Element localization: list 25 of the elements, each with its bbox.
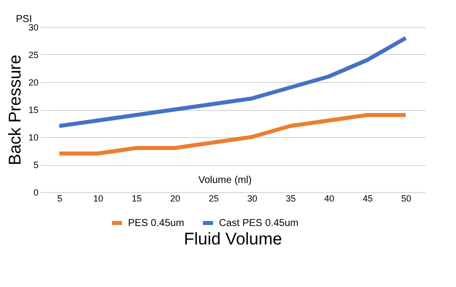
x-tick-label: 50 xyxy=(401,194,412,204)
text: PSI xyxy=(16,14,32,25)
x-axis-title: Fluid Volume xyxy=(184,230,282,248)
x-tick-label: 40 xyxy=(324,194,334,204)
x-tick-label: 35 xyxy=(286,194,296,204)
y-axis-title: Back Pressure xyxy=(5,54,24,166)
y-tick-label: 25 xyxy=(28,50,38,60)
x-tick-label: 15 xyxy=(132,194,142,204)
line-series xyxy=(57,36,408,128)
legend-label: Cast PES 0.45um xyxy=(219,218,298,229)
line-series xyxy=(57,113,408,156)
legend-label: PES 0.45um xyxy=(128,218,184,229)
x-tick-label: 30 xyxy=(247,194,258,204)
y-tick-label: 0 xyxy=(33,188,38,198)
x-tick-label: 20 xyxy=(170,194,180,204)
x-tick-label: 45 xyxy=(362,194,373,204)
y-tick-label: 10 xyxy=(28,132,38,142)
y-tick-label: 20 xyxy=(28,78,38,88)
annotation: Volume (ml) xyxy=(198,175,252,186)
y-tick-label: 15 xyxy=(28,105,38,115)
x-tick-label: 10 xyxy=(93,194,104,204)
x-tick-label: 5 xyxy=(57,194,62,204)
x-tick-label: 25 xyxy=(208,194,219,204)
y-tick-label: 5 xyxy=(33,160,38,170)
y-tick-label: 30 xyxy=(28,22,38,32)
